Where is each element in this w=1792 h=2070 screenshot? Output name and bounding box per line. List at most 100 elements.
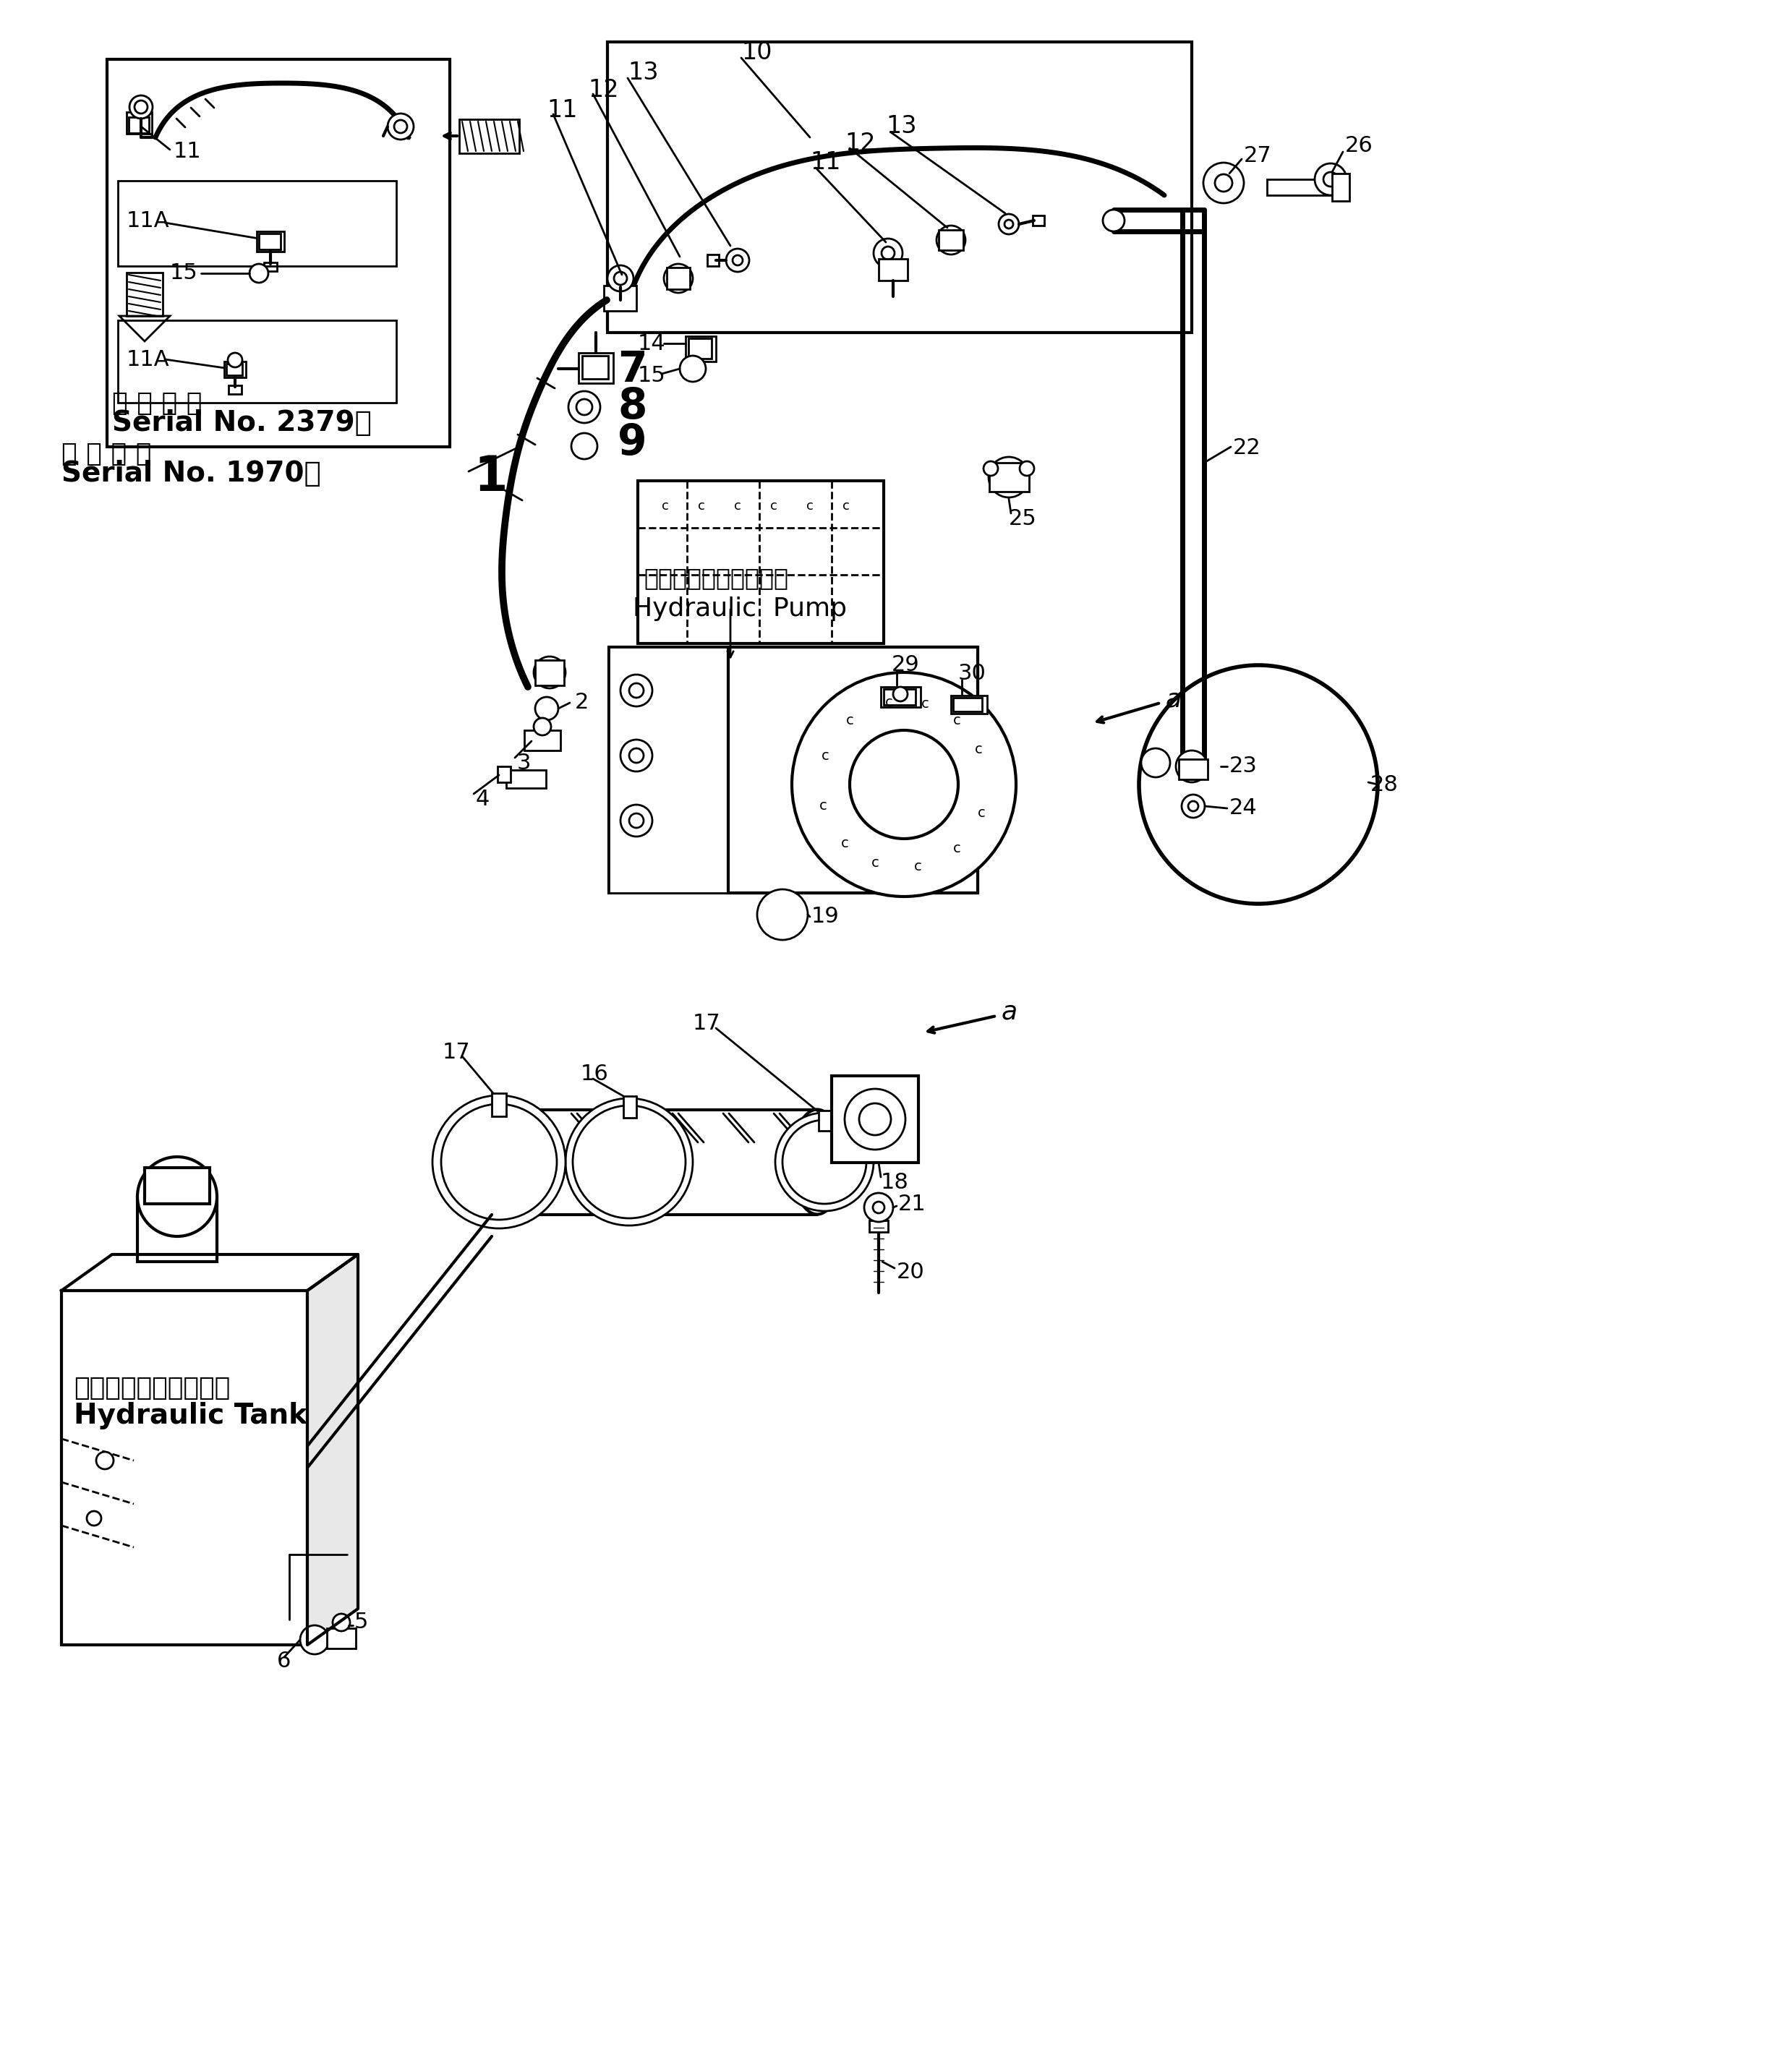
Bar <box>61 1290 308 1646</box>
Bar <box>883 689 916 706</box>
Circle shape <box>432 1095 566 1228</box>
Circle shape <box>844 1089 905 1149</box>
Text: 17: 17 <box>443 1041 471 1062</box>
Circle shape <box>1142 749 1170 776</box>
Text: 4: 4 <box>477 789 489 809</box>
Text: 11: 11 <box>174 141 201 161</box>
Text: 11A: 11A <box>127 350 170 371</box>
Polygon shape <box>61 1254 358 1290</box>
Text: ハイドロリックポンプ: ハイドロリックポンプ <box>643 567 788 590</box>
Text: c: c <box>914 859 921 874</box>
Text: Hydraulic Tank: Hydraulic Tank <box>73 1401 306 1430</box>
Circle shape <box>858 1103 891 1134</box>
Circle shape <box>849 731 959 838</box>
Text: 22: 22 <box>1233 437 1262 460</box>
Bar <box>263 263 278 271</box>
Circle shape <box>944 234 957 246</box>
Text: 24: 24 <box>1229 797 1258 820</box>
Bar <box>604 286 636 310</box>
Circle shape <box>1188 801 1199 811</box>
Circle shape <box>984 462 998 476</box>
Text: c: c <box>840 836 849 851</box>
Text: 2: 2 <box>575 691 590 714</box>
Text: 適 用 号 機: 適 用 号 機 <box>61 441 151 466</box>
Circle shape <box>534 718 552 735</box>
Bar <box>1331 174 1349 201</box>
Text: 18: 18 <box>882 1172 909 1192</box>
Circle shape <box>228 352 242 366</box>
Text: Serial No. 1970～: Serial No. 1970～ <box>61 460 321 486</box>
Text: 30: 30 <box>959 662 986 685</box>
Circle shape <box>441 1103 557 1219</box>
Circle shape <box>998 213 1020 234</box>
Text: 6: 6 <box>278 1652 290 1673</box>
Circle shape <box>1102 209 1125 232</box>
Bar <box>638 480 883 644</box>
Text: 29: 29 <box>892 654 919 675</box>
Circle shape <box>572 433 597 460</box>
Bar <box>258 234 281 250</box>
Circle shape <box>873 1203 885 1213</box>
Bar <box>667 267 690 290</box>
Text: c: c <box>885 696 892 710</box>
Circle shape <box>776 1114 873 1211</box>
Text: 15: 15 <box>638 366 667 387</box>
Circle shape <box>1005 219 1012 228</box>
Text: 26: 26 <box>1346 135 1373 157</box>
Text: 11: 11 <box>547 99 577 122</box>
Text: c: c <box>661 499 668 513</box>
Text: c: c <box>842 499 849 513</box>
Text: c: c <box>735 499 742 513</box>
Circle shape <box>1204 164 1244 203</box>
Text: 14: 14 <box>638 333 667 354</box>
Circle shape <box>864 1192 892 1221</box>
Circle shape <box>394 120 407 132</box>
Bar <box>882 687 921 708</box>
Bar <box>1179 760 1208 780</box>
Bar <box>1032 215 1045 226</box>
Text: 適 用 号 機: 適 用 号 機 <box>113 391 202 416</box>
Bar <box>226 364 242 375</box>
Circle shape <box>134 101 147 114</box>
Bar <box>536 660 564 685</box>
Text: c: c <box>821 749 830 764</box>
Text: Hydraulic  Pump: Hydraulic Pump <box>633 596 848 621</box>
Bar <box>229 385 242 393</box>
Text: a: a <box>1167 687 1181 712</box>
Text: 11A: 11A <box>127 209 170 232</box>
Text: c: c <box>697 499 704 513</box>
Text: 1: 1 <box>473 453 507 501</box>
Text: 8: 8 <box>618 385 647 426</box>
Text: c: c <box>846 714 855 729</box>
Bar <box>989 464 1029 493</box>
Text: 21: 21 <box>898 1192 926 1215</box>
Circle shape <box>882 246 894 259</box>
Bar <box>952 696 987 714</box>
Text: c: c <box>975 743 982 756</box>
Polygon shape <box>308 1254 358 1646</box>
Circle shape <box>534 656 566 689</box>
Bar <box>831 1076 919 1163</box>
Bar <box>498 766 511 782</box>
Bar <box>127 112 152 135</box>
Bar <box>582 356 607 379</box>
Bar <box>256 232 285 253</box>
Text: 25: 25 <box>1009 509 1038 530</box>
Text: 16: 16 <box>581 1064 609 1085</box>
Bar <box>869 1221 889 1232</box>
Text: 20: 20 <box>896 1263 925 1283</box>
Circle shape <box>566 1099 694 1225</box>
Circle shape <box>387 114 414 139</box>
Circle shape <box>1000 468 1018 486</box>
Circle shape <box>536 698 559 720</box>
Text: c: c <box>978 805 986 820</box>
Circle shape <box>573 1105 686 1219</box>
Bar <box>326 1629 357 1648</box>
Bar <box>609 648 728 892</box>
Circle shape <box>1020 462 1034 476</box>
Bar <box>224 362 246 377</box>
Circle shape <box>989 457 1029 497</box>
Circle shape <box>1322 172 1339 186</box>
Text: a: a <box>1002 1000 1018 1025</box>
Text: 28: 28 <box>1371 774 1398 795</box>
